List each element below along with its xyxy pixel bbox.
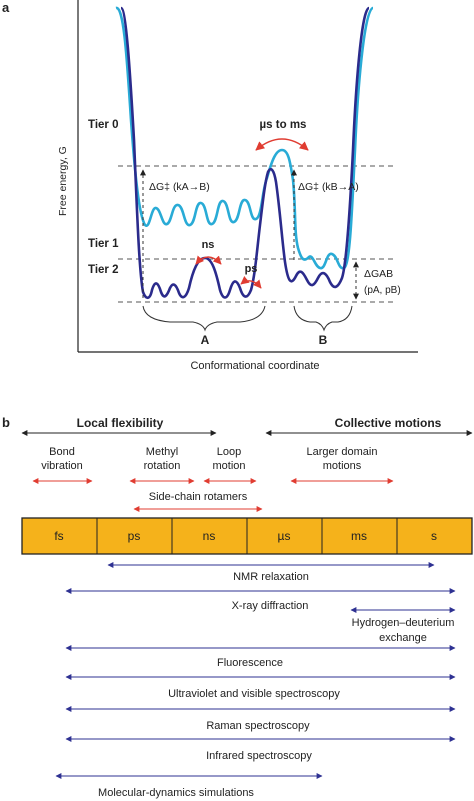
fluorescence-label: Fluorescence: [217, 657, 283, 669]
ns-label: ns: [202, 239, 215, 251]
timescale-cell-us: µs: [278, 529, 291, 543]
ps-red-arrow: [240, 275, 262, 289]
timescale-cell-ms: ms: [351, 529, 367, 543]
methyl-label-1: Methyl: [146, 446, 178, 458]
hd-exchange-label-1: Hydrogen–deuterium: [352, 617, 455, 629]
dg-ab-label: ΔGAB: [364, 268, 393, 280]
methyl-label-2: rotation: [144, 460, 181, 472]
loop-label-1: Loop: [217, 446, 241, 458]
tier1-label: Tier 1: [88, 238, 119, 250]
timescale-cell-ps: ps: [128, 529, 141, 543]
nmr-relaxation-label: NMR relaxation: [233, 571, 309, 583]
dg-a-to-b-label: ΔG‡ (kA→B): [149, 181, 210, 193]
domain-label-2: motions: [323, 460, 362, 472]
uv-vis-label: Ultraviolet and visible spectroscopy: [168, 688, 340, 700]
raman-label: Raman spectroscopy: [206, 720, 310, 732]
bond-label-1: Bond: [49, 446, 75, 458]
panel-a-label: a: [2, 0, 10, 15]
state-a-label: A: [201, 333, 210, 347]
state-b-brace: [293, 305, 353, 332]
collective-motions-label: Collective motions: [335, 416, 442, 430]
tier1-energy-curve: [115, 6, 374, 270]
x-axis-label: Conformational coordinate: [190, 360, 319, 372]
timescale-cell-s: s: [431, 529, 437, 543]
y-axis-label: Free energy, G: [57, 146, 69, 216]
side-chain-label: Side-chain rotamers: [149, 491, 248, 503]
hd-exchange-label-2: exchange: [379, 632, 427, 644]
ps-label: ps: [245, 263, 258, 275]
panel-b-label: b: [2, 415, 10, 430]
md-simulations-label: Molecular-dynamics simulations: [98, 787, 254, 799]
state-b-label: B: [319, 333, 328, 347]
us-ms-red-arrow: [255, 138, 309, 151]
bond-label-2: vibration: [41, 460, 83, 472]
tier2-label: Tier 2: [88, 264, 118, 276]
loop-label-2: motion: [212, 460, 245, 472]
us-ms-label: µs to ms: [260, 119, 307, 131]
ns-red-arrow: [195, 255, 222, 265]
state-a-brace: [142, 305, 266, 332]
tier2-energy-curve: [119, 6, 371, 300]
local-flexibility-label: Local flexibility: [77, 416, 164, 430]
dg-ab-params-label: (pA, pB): [364, 285, 401, 296]
domain-label-1: Larger domain: [307, 446, 378, 458]
infrared-label: Infrared spectroscopy: [206, 750, 312, 762]
timescale-cell-fs: fs: [54, 529, 63, 543]
tier0-label: Tier 0: [88, 119, 118, 131]
dg-b-to-a-label: ΔG‡ (kB→A): [298, 181, 359, 193]
x-ray-diffraction-label: X-ray diffraction: [232, 600, 309, 612]
timescale-cell-ns: ns: [203, 529, 216, 543]
